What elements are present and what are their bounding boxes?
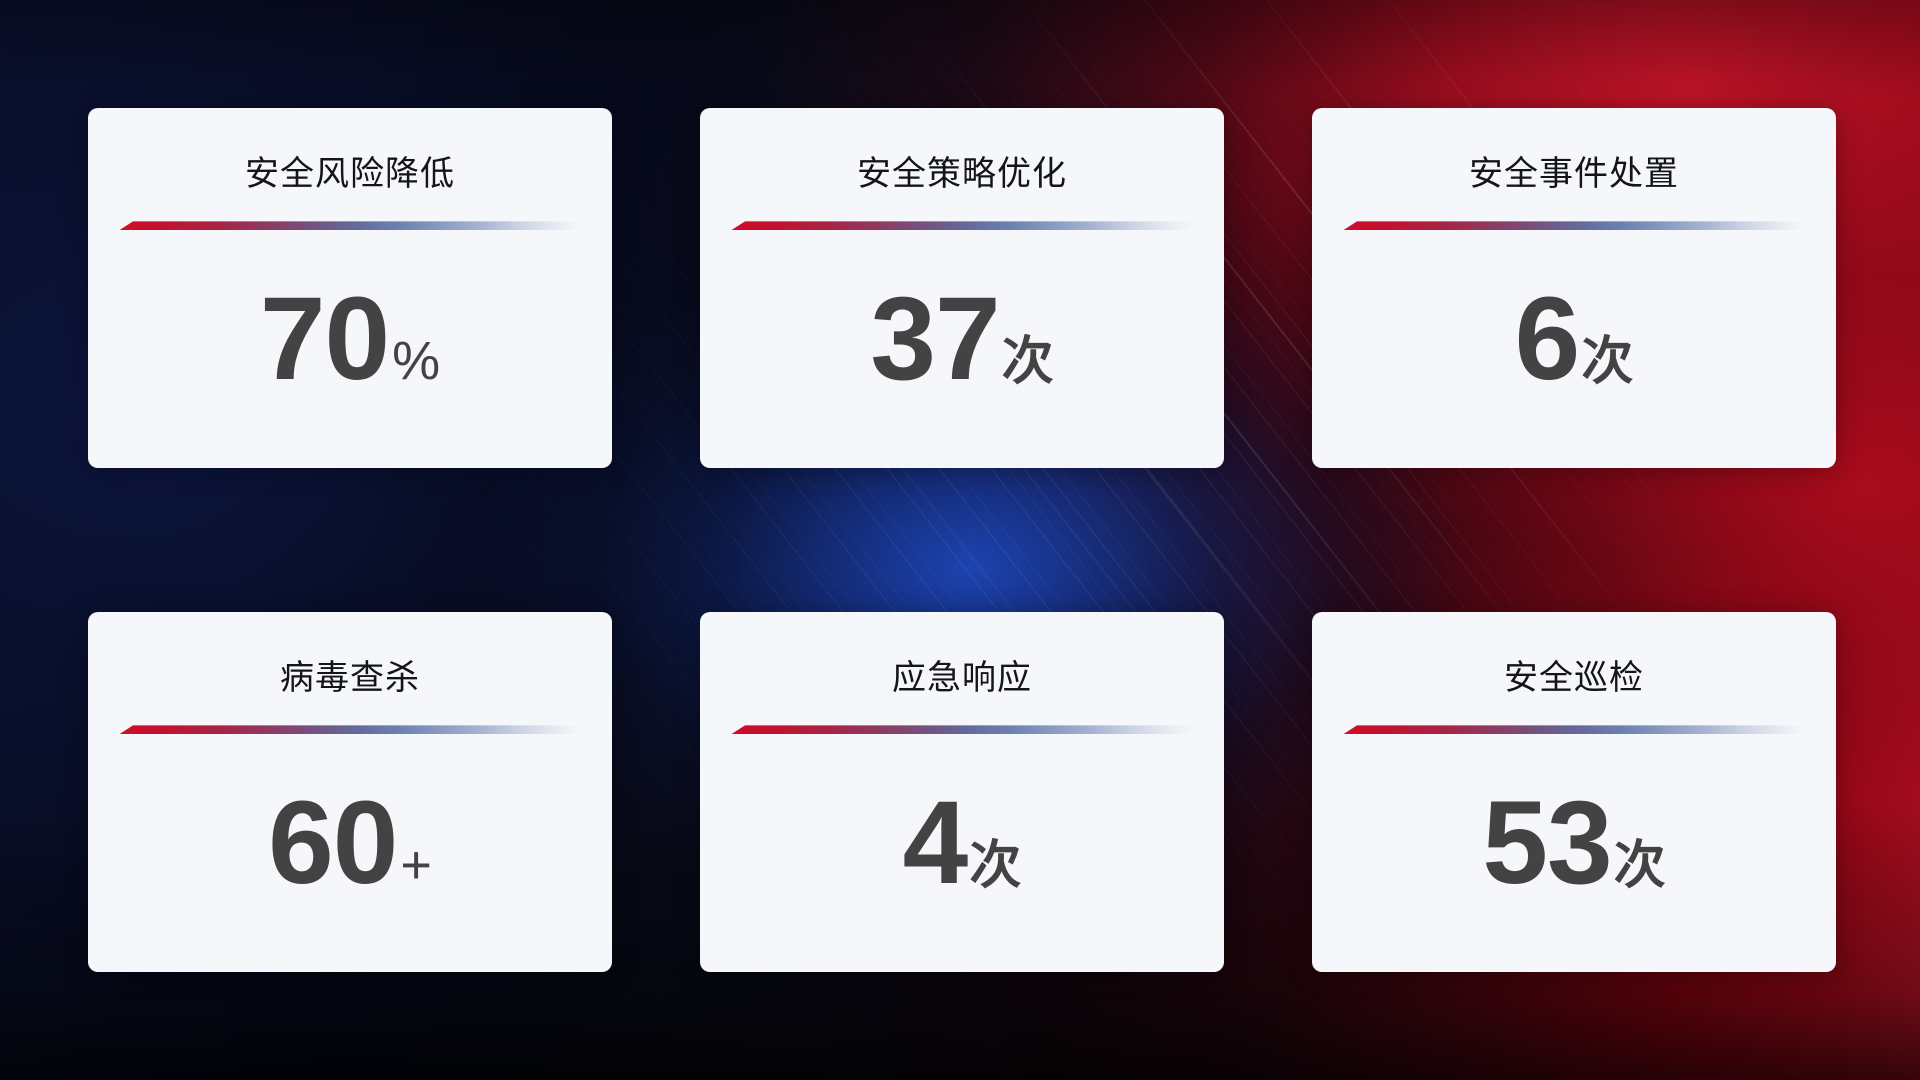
- stat-card-accent-rule: [1343, 221, 1805, 231]
- stat-card-unit: %: [392, 331, 441, 392]
- stat-card-unit: 次: [1613, 837, 1666, 896]
- stat-card-title: 安全风险降低: [245, 155, 455, 193]
- stat-card-title: 安全事件处置: [1469, 155, 1679, 193]
- stat-card-number: 4: [902, 777, 969, 910]
- stat-card-number: 60: [268, 777, 398, 910]
- stat-card-unit: +: [400, 835, 432, 896]
- stat-card-title: 安全策略优化: [857, 155, 1067, 193]
- stat-card-accent-rule: [731, 221, 1193, 231]
- stat-card-value: 60 +: [268, 777, 432, 910]
- stat-card-number: 37: [870, 273, 1000, 406]
- stat-card-number: 53: [1482, 777, 1612, 910]
- stat-card[interactable]: 安全风险降低 70 %: [88, 108, 612, 468]
- stat-card[interactable]: 病毒查杀 60 +: [88, 612, 612, 972]
- stat-card-accent-rule: [119, 221, 581, 231]
- stat-card-value: 6 次: [1514, 273, 1634, 406]
- stat-card-unit: 次: [1001, 333, 1054, 392]
- stat-card-accent-rule: [731, 725, 1193, 735]
- stat-card-unit: 次: [1581, 333, 1634, 392]
- stat-card-unit: 次: [969, 837, 1022, 896]
- stat-card-value: 4 次: [902, 777, 1022, 910]
- stat-card-number: 6: [1514, 273, 1581, 406]
- stat-card[interactable]: 应急响应 4 次: [700, 612, 1224, 972]
- stat-card[interactable]: 安全巡检 53 次: [1312, 612, 1836, 972]
- stat-card-title: 病毒查杀: [280, 659, 420, 697]
- stat-card-title: 应急响应: [892, 659, 1032, 697]
- stat-card-value: 53 次: [1482, 777, 1666, 910]
- stat-card[interactable]: 安全策略优化 37 次: [700, 108, 1224, 468]
- stat-card-accent-rule: [119, 725, 581, 735]
- stat-card-number: 70: [259, 273, 390, 406]
- stat-card-accent-rule: [1343, 725, 1805, 735]
- stat-card-grid: 安全风险降低 70 % 安全策略优化 37 次 安全事件处置 6 次 病毒查: [88, 108, 1836, 972]
- stat-card-title: 安全巡检: [1504, 659, 1644, 697]
- stat-card[interactable]: 安全事件处置 6 次: [1312, 108, 1836, 468]
- stat-card-value: 37 次: [870, 273, 1054, 406]
- stat-card-value: 70 %: [259, 273, 441, 406]
